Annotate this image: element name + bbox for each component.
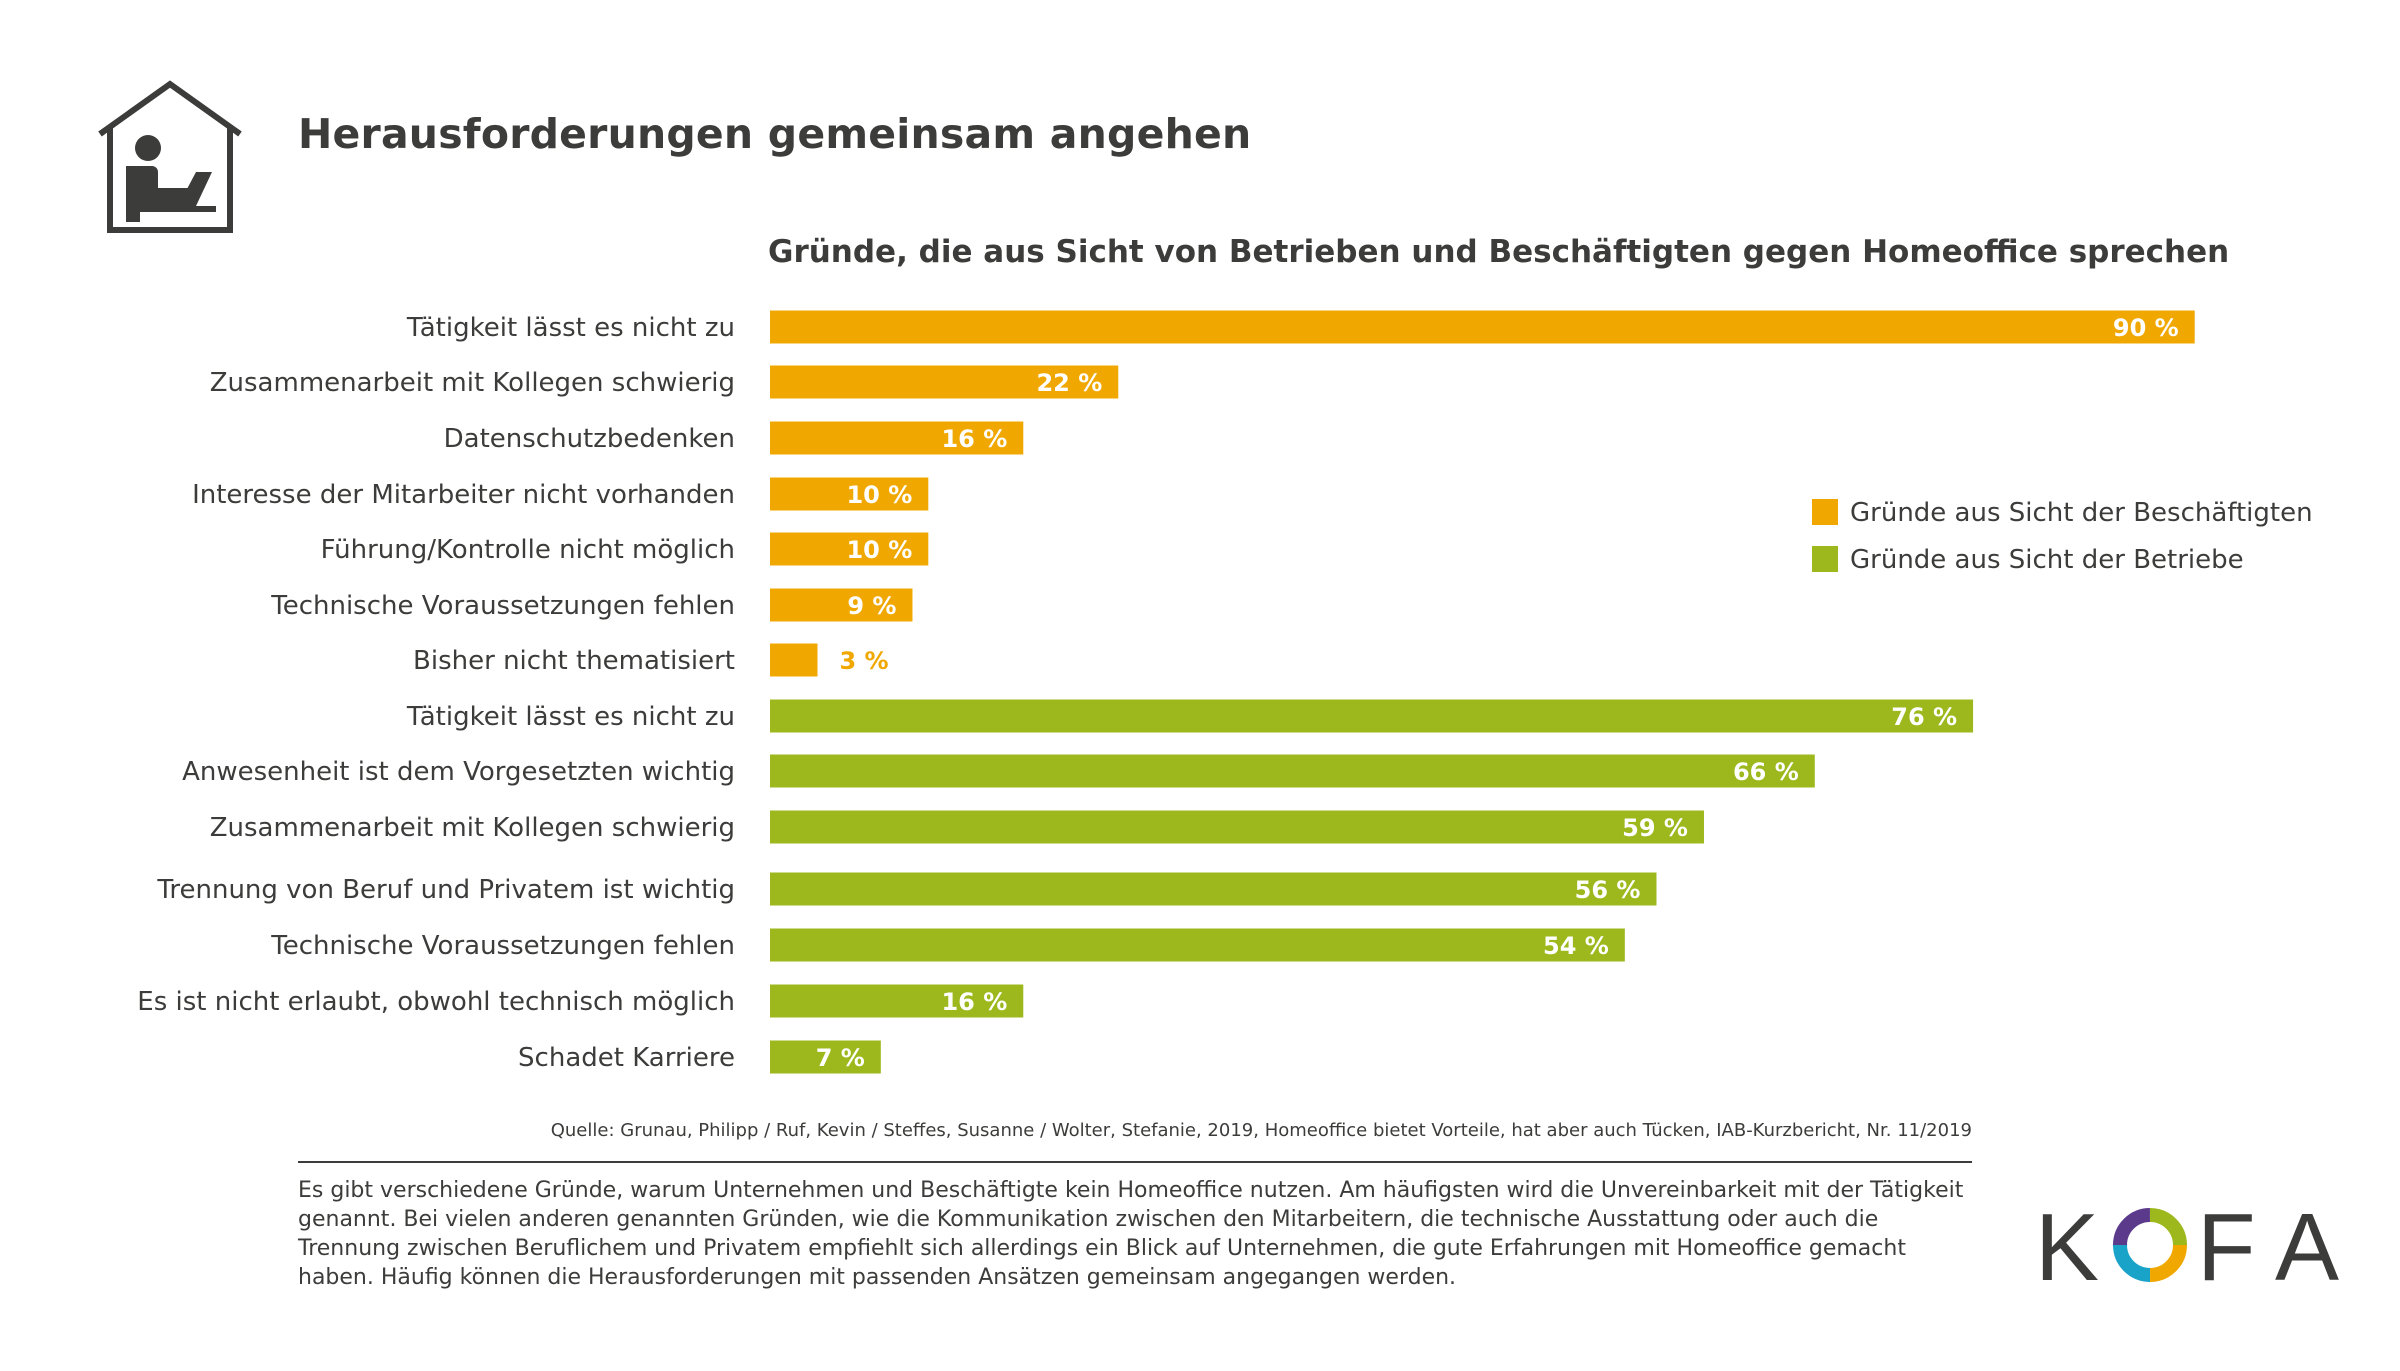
logo-o-ring xyxy=(2113,1208,2187,1282)
category-label-s0-6: Bisher nicht thematisiert xyxy=(413,646,735,676)
category-label-s0-2: Datenschutzbedenken xyxy=(444,424,735,454)
bar-s0-1 xyxy=(770,365,1119,399)
data-label-s1-1: 66 % xyxy=(1733,758,1799,786)
logo-letter-a: A xyxy=(2275,1200,2339,1290)
legend-swatch-companies xyxy=(1812,546,1838,572)
legend-item-companies: Gründe aus Sicht der Betriebe xyxy=(1812,545,2244,575)
category-label-s1-2: Zusammenarbeit mit Kollegen schwierig xyxy=(210,813,735,843)
data-label-s0-5: 9 % xyxy=(847,592,896,620)
bar-s1-5 xyxy=(770,984,1024,1018)
data-label-s0-2: 16 % xyxy=(941,425,1007,453)
bar-chart: Tätigkeit lässt es nicht zu 90 % Zusammena… xyxy=(137,310,2195,1074)
category-label-s1-5: Es ist nicht erlaubt, obwohl technisch m… xyxy=(137,987,735,1017)
bar-s0-5 xyxy=(770,588,913,622)
data-label-s1-3: 56 % xyxy=(1575,876,1641,904)
bar-s1-3 xyxy=(770,872,1657,906)
page-title: Herausforderungen gemeinsam angehen xyxy=(298,110,1252,158)
category-label-s0-5: Technische Voraussetzungen fehlen xyxy=(270,591,735,621)
category-label-s1-3: Trennung von Beruf und Privatem ist wich… xyxy=(156,875,735,905)
data-label-s1-6: 7 % xyxy=(816,1044,865,1072)
bar-s1-0 xyxy=(770,699,1974,733)
bar-s0-6 xyxy=(770,643,818,677)
data-label-s0-1: 22 % xyxy=(1036,369,1102,397)
category-label-s0-3: Interesse der Mitarbeiter nicht vorhande… xyxy=(192,480,735,510)
logo-letter-k: K xyxy=(2035,1200,2099,1290)
kofa-logo: K F A xyxy=(2035,1200,2339,1290)
legend-label-companies: Gründe aus Sicht der Betriebe xyxy=(1850,545,2244,575)
data-label-s1-4: 54 % xyxy=(1543,932,1609,960)
bar-s0-2 xyxy=(770,421,1024,455)
home-office-icon xyxy=(98,80,242,233)
data-label-s1-0: 76 % xyxy=(1891,703,1957,731)
chart-title: Gründe, die aus Sicht von Betrieben und … xyxy=(768,234,2230,270)
data-label-s0-3: 10 % xyxy=(846,481,912,509)
category-label-s1-1: Anwesenheit ist dem Vorgesetzten wichtig xyxy=(182,757,735,787)
bar-s1-4 xyxy=(770,928,1625,962)
legend-swatch-employees xyxy=(1812,499,1838,525)
divider xyxy=(298,1161,1972,1163)
logo-letter-f: F xyxy=(2197,1200,2256,1290)
bar-s0-4 xyxy=(770,532,929,566)
legend-item-employees: Gründe aus Sicht der Beschäftigten xyxy=(1812,498,2313,528)
data-label-s0-4: 10 % xyxy=(846,536,912,564)
legend-label-employees: Gründe aus Sicht der Beschäftigten xyxy=(1850,498,2313,528)
data-label-s1-5: 16 % xyxy=(941,988,1007,1016)
data-label-s0-6: 3 % xyxy=(839,647,888,675)
bar-s1-2 xyxy=(770,810,1704,844)
category-label-s0-0: Tätigkeit lässt es nicht zu xyxy=(406,313,735,343)
category-label-s0-4: Führung/Kontrolle nicht möglich xyxy=(321,535,735,565)
data-label-s0-0: 90 % xyxy=(2113,314,2179,342)
category-label-s1-0: Tätigkeit lässt es nicht zu xyxy=(406,702,735,732)
category-label-s1-4: Technische Voraussetzungen fehlen xyxy=(270,931,735,961)
source-note: Quelle: Grunau, Philipp / Ruf, Kevin / S… xyxy=(550,1120,1972,1141)
bar-s1-1 xyxy=(770,754,1815,788)
bar-s0-3 xyxy=(770,477,929,511)
summary-text: Es gibt verschiedene Gründe, warum Unter… xyxy=(298,1178,1964,1290)
bar-s0-0 xyxy=(770,310,2195,344)
data-label-s1-2: 59 % xyxy=(1622,814,1688,842)
bar-s1-6 xyxy=(770,1040,881,1074)
category-label-s0-1: Zusammenarbeit mit Kollegen schwierig xyxy=(210,368,735,398)
category-label-s1-6: Schadet Karriere xyxy=(518,1043,735,1073)
